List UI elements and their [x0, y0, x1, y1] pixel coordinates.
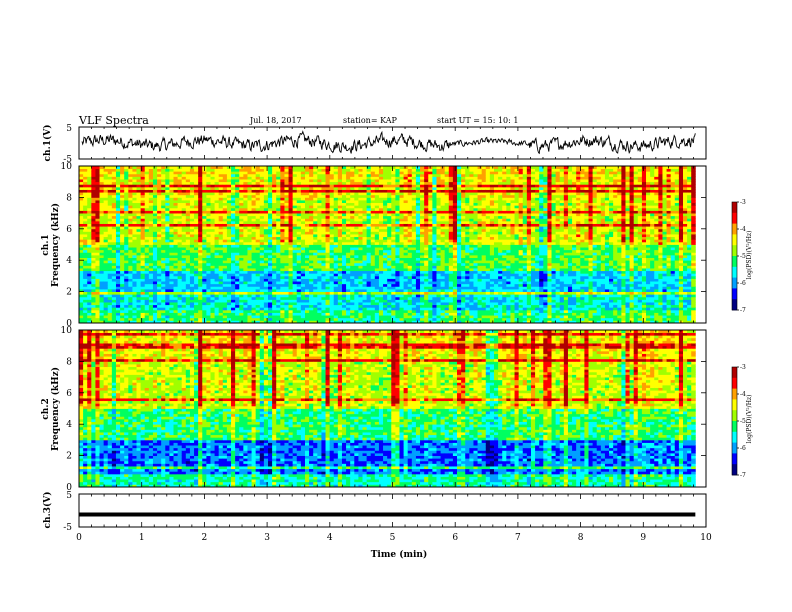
- colorbar-tick-label: -6: [740, 445, 746, 452]
- spectrogram-ytick-label: 2: [66, 288, 72, 298]
- station-label: station= KAP: [343, 116, 398, 125]
- spectrogram-ytick-label: 8: [66, 357, 72, 367]
- ch2-spectrogram-ylabel: Frequency (kHz): [50, 367, 61, 451]
- time-tick-label: 4: [327, 533, 333, 543]
- spectrogram-ytick-label: 4: [66, 256, 72, 266]
- ch3-waveform-ylabel: ch.3(V): [42, 492, 53, 529]
- time-tick-label: 0: [76, 533, 82, 543]
- ch2-colorbar: -3-4-5-6-7 log(PSD)(V²/Hz): [732, 364, 753, 479]
- colorbar-tick-label: -7: [740, 307, 746, 314]
- ch3-ytick-top: 5: [66, 491, 72, 501]
- spectrogram-ytick-label: 6: [66, 389, 72, 399]
- spectrogram-ytick-label: 4: [66, 420, 72, 430]
- ch1-spectrogram-ylabel: Frequency (kHz): [50, 203, 61, 287]
- ch1-waveform-ylabel: ch.1(V): [42, 125, 53, 162]
- ch1-ytick-top: 5: [66, 124, 72, 134]
- ch1-waveform-panel: 5 -5 ch.1(V): [42, 124, 706, 165]
- ch2-spectrogram-channel-label: ch.2: [41, 398, 51, 419]
- time-tick-label: 10: [700, 533, 712, 543]
- ch1-spectrogram-channel-label: ch.1: [41, 234, 51, 255]
- time-tick-label: 7: [515, 533, 521, 543]
- ch3-ytick-bottom: -5: [63, 523, 72, 533]
- time-tick-label: 9: [640, 533, 646, 543]
- vlf-spectra-figure: VLF Spectra Jul. 18, 2017 station= KAP s…: [0, 0, 792, 612]
- start-time-label: start UT = 15: 10: 1: [437, 116, 518, 125]
- colorbar-tick-label: -3: [740, 199, 746, 206]
- date-label: Jul. 18, 2017: [249, 116, 302, 125]
- colorbar-tick-label: -6: [740, 280, 746, 287]
- ch2-colorbar-label: log(PSD)(V²/Hz): [746, 395, 753, 444]
- time-tick-label: 6: [452, 533, 458, 543]
- ch3-waveform-panel: 5 -5 ch.3(V) 0 1 2 3 4 5 6 7 8 9 10 Time (min): [42, 491, 712, 560]
- time-tick-label: 5: [390, 533, 396, 543]
- colorbar-tick-label: -3: [740, 364, 746, 371]
- time-tick-label: 3: [264, 533, 270, 543]
- ch1-waveform-trace: [82, 132, 695, 154]
- spectrogram-ytick-label: 8: [66, 193, 72, 203]
- time-tick-label: 8: [578, 533, 584, 543]
- time-tick-label: 2: [202, 533, 208, 543]
- time-axis-label: Time (min): [371, 549, 428, 560]
- ch1-colorbar-label: log(PSD)(V²/Hz): [746, 231, 753, 280]
- colorbar-tick-label: -7: [740, 472, 746, 479]
- time-tick-label: 1: [139, 533, 145, 543]
- ch1-colorbar: -3-4-5-6-7 log(PSD)(V²/Hz): [732, 199, 753, 314]
- spectrogram-ytick-label: 10: [61, 162, 73, 172]
- spectrogram-ytick-label: 10: [61, 326, 73, 336]
- spectrogram-ytick-label: 6: [66, 225, 72, 235]
- figure-title: VLF Spectra: [78, 114, 149, 127]
- spectrogram-ytick-label: 2: [66, 452, 72, 462]
